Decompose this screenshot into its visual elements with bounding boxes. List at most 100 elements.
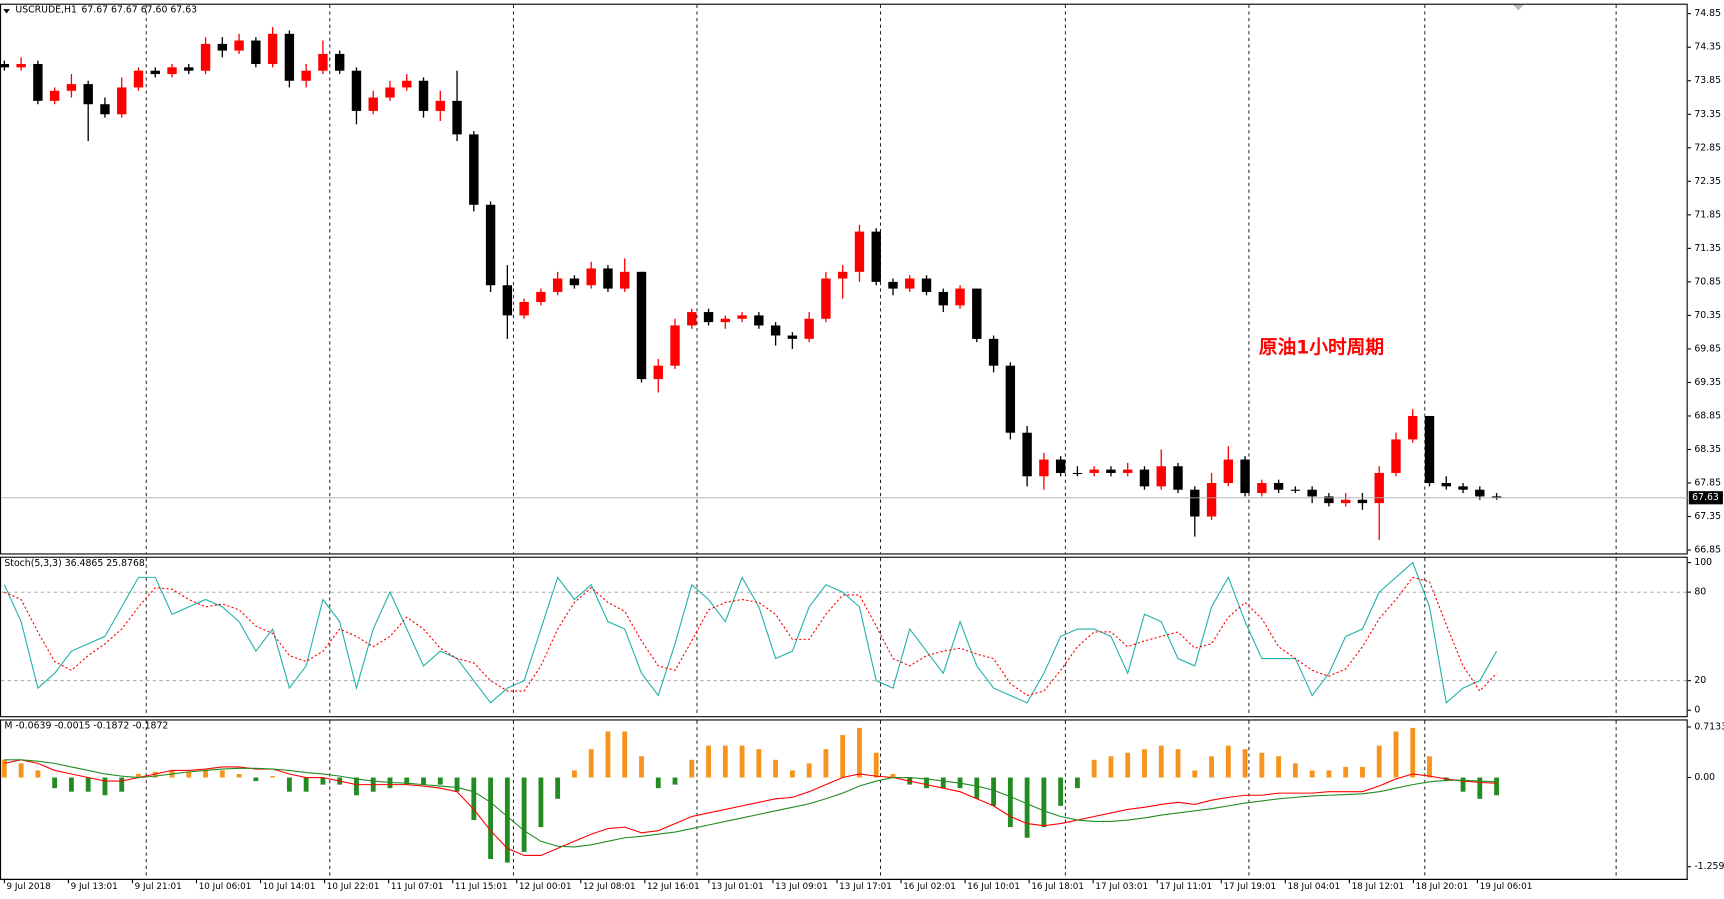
candle-body bbox=[1223, 459, 1234, 484]
histogram-bar bbox=[840, 735, 846, 778]
candle-body bbox=[217, 43, 228, 51]
candle-body bbox=[988, 338, 999, 366]
candle-body bbox=[972, 288, 982, 339]
candle-body bbox=[200, 43, 211, 71]
histogram-bar bbox=[236, 773, 242, 778]
histogram-bar bbox=[1158, 745, 1164, 778]
candle-body bbox=[1055, 459, 1066, 473]
x-tick-label: 13 Jul 17:01 bbox=[839, 882, 892, 892]
histogram-bar bbox=[1460, 777, 1466, 792]
candle-body bbox=[1408, 415, 1418, 440]
histogram-bar bbox=[588, 749, 594, 778]
candle-body bbox=[1106, 469, 1116, 473]
annotation: 原油1小时周期 bbox=[1259, 336, 1384, 358]
candle-body bbox=[334, 53, 345, 71]
histogram-bar bbox=[1192, 770, 1198, 778]
x-tick-label: 10 Jul 22:01 bbox=[327, 882, 380, 892]
candle-body bbox=[117, 87, 127, 115]
histogram-bar bbox=[18, 763, 24, 778]
y-tick-label: 69.85 bbox=[1694, 343, 1721, 354]
histogram-bar bbox=[806, 763, 812, 778]
histogram-bar bbox=[1074, 777, 1080, 789]
candle-body bbox=[804, 318, 814, 339]
candle-body bbox=[636, 271, 647, 380]
y-tick-label: 74.35 bbox=[1694, 42, 1721, 53]
histogram-bar bbox=[504, 777, 510, 863]
candle-body bbox=[234, 40, 244, 51]
candle-body bbox=[569, 278, 580, 286]
histogram-bar bbox=[1, 759, 7, 778]
candle-body bbox=[552, 278, 563, 292]
y-tick-label: 68.85 bbox=[1694, 410, 1721, 421]
histogram-bar bbox=[1091, 759, 1097, 778]
candle-body bbox=[1424, 415, 1435, 484]
candle-body bbox=[66, 84, 77, 91]
candle-body bbox=[871, 231, 881, 282]
histogram-bar bbox=[639, 756, 644, 778]
chart-subtitle: 67.67 67.67 67.60 67.63 bbox=[81, 5, 197, 16]
candle-body bbox=[301, 70, 311, 81]
candle-body bbox=[33, 63, 43, 101]
candle-body bbox=[1206, 483, 1217, 517]
histogram-bar bbox=[572, 770, 577, 778]
candle-body bbox=[49, 90, 60, 101]
y-tick-label: 74.85 bbox=[1694, 8, 1721, 19]
x-tick-label: 9 Jul 2018 bbox=[7, 882, 51, 892]
candle-body bbox=[16, 63, 26, 68]
candle-body bbox=[703, 312, 714, 323]
candle-body bbox=[653, 365, 663, 380]
histogram-bar bbox=[1292, 763, 1298, 778]
scroll-marker bbox=[1512, 4, 1524, 11]
candle-body bbox=[620, 271, 630, 289]
histogram-bar bbox=[1242, 749, 1248, 778]
histogram-bar bbox=[857, 727, 862, 778]
histogram-bar bbox=[1393, 731, 1399, 778]
histogram-bar bbox=[488, 777, 494, 860]
candle-body bbox=[502, 285, 513, 316]
y-tick-label: 71.85 bbox=[1694, 209, 1721, 220]
candle-body bbox=[469, 134, 479, 205]
candle-body bbox=[184, 67, 194, 71]
x-tick-label: 16 Jul 02:01 bbox=[903, 882, 956, 892]
candle-body bbox=[1391, 439, 1401, 473]
candle-body bbox=[435, 100, 445, 111]
chart-title: M -0.0639 -0.0015 -0.1872 -0.1872 bbox=[4, 721, 168, 732]
candle-body bbox=[1307, 489, 1317, 497]
menu-arrow[interactable] bbox=[3, 9, 10, 14]
histogram-bar bbox=[35, 770, 41, 778]
x-tick-label: 12 Jul 08:01 bbox=[583, 882, 636, 892]
indicator-line bbox=[3, 561, 1498, 704]
histogram-bar bbox=[655, 777, 661, 789]
histogram-bar bbox=[1142, 749, 1147, 778]
candle-body bbox=[787, 335, 798, 339]
y-tick-label: 66.85 bbox=[1694, 545, 1721, 556]
x-tick-label: 11 Jul 15:01 bbox=[455, 882, 508, 892]
histogram-bar bbox=[672, 777, 678, 785]
histogram-bar bbox=[270, 776, 276, 778]
candle-body bbox=[385, 87, 395, 98]
candle-body bbox=[1475, 489, 1485, 497]
histogram-bar bbox=[991, 777, 997, 806]
y-tick-label: -1.2591 bbox=[1694, 861, 1724, 872]
candle-body bbox=[821, 278, 831, 319]
histogram-bar bbox=[940, 777, 946, 789]
histogram-bar bbox=[354, 777, 359, 796]
histogram-bar bbox=[1410, 727, 1416, 778]
candle-body bbox=[1089, 469, 1099, 473]
candle-body bbox=[1173, 466, 1183, 490]
indicator-line bbox=[4, 759, 1497, 848]
histogram-bar bbox=[1477, 777, 1483, 799]
candle-body bbox=[1257, 483, 1267, 494]
histogram-bar bbox=[203, 770, 208, 778]
histogram-bar bbox=[421, 777, 426, 785]
candle-body bbox=[1139, 469, 1150, 487]
histogram-bar bbox=[1175, 749, 1181, 778]
histogram-bar bbox=[1326, 770, 1332, 778]
histogram-bar bbox=[538, 777, 544, 828]
histogram-bar bbox=[152, 771, 158, 778]
candle-body bbox=[1039, 459, 1049, 477]
histogram-bar bbox=[1041, 777, 1047, 828]
histogram-bar bbox=[1108, 756, 1114, 778]
candle-body bbox=[1273, 483, 1284, 490]
